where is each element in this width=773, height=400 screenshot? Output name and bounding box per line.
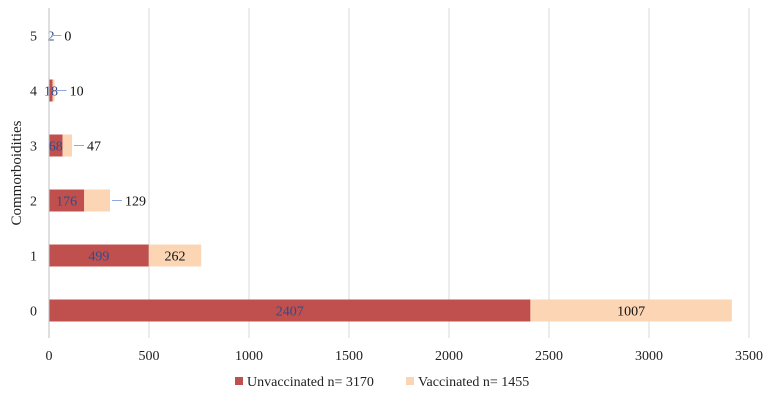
legend-label-unvaccinated: Unvaccinated n= 3170 bbox=[247, 375, 374, 390]
vaccinated-bar bbox=[52, 79, 55, 102]
vaccinated-value-label: 129 bbox=[125, 195, 146, 210]
vaccinated-value-label: 0 bbox=[64, 30, 71, 45]
vaccinated-value-label: 47 bbox=[87, 140, 101, 155]
unvaccinated-value-label: 2407 bbox=[276, 305, 304, 320]
x-tick-label: 1000 bbox=[235, 349, 263, 364]
x-tick-label: 2500 bbox=[535, 349, 563, 364]
grid-lines bbox=[148, 8, 750, 338]
vaccinated-bar bbox=[62, 134, 72, 157]
vaccinated-bar bbox=[84, 189, 110, 212]
unvaccinated-value-label: 2 bbox=[48, 30, 55, 45]
y-tick-label: 1 bbox=[30, 250, 37, 265]
y-tick-label: 3 bbox=[30, 140, 37, 155]
unvaccinated-value-label: 68 bbox=[49, 140, 63, 155]
unvaccinated-value-label: 176 bbox=[56, 195, 77, 210]
data-labels: 2407 1007 499 262 176 129 68 47 18 10 2 0 bbox=[44, 30, 645, 320]
legend-label-vaccinated: Vaccinated n= 1455 bbox=[418, 375, 529, 390]
x-tick-label: 500 bbox=[139, 349, 160, 364]
y-tick-label: 2 bbox=[30, 195, 37, 210]
unvaccinated-bar bbox=[49, 134, 63, 157]
vaccinated-value-label: 10 bbox=[70, 85, 84, 100]
y-tick-label: 4 bbox=[30, 85, 37, 100]
vaccinated-bar bbox=[530, 299, 732, 322]
y-axis-title: Commorboidities bbox=[9, 120, 25, 225]
unvaccinated-value-label: 499 bbox=[88, 250, 109, 265]
legend: Unvaccinated n= 3170 Vaccinated n= 1455 bbox=[235, 375, 529, 390]
legend-swatch-unvaccinated bbox=[235, 377, 243, 385]
unvaccinated-bar bbox=[49, 244, 149, 267]
unvaccinated-bar bbox=[49, 79, 53, 102]
x-tick-label: 3000 bbox=[635, 349, 663, 364]
unvaccinated-bar bbox=[49, 299, 531, 322]
unvaccinated-bar bbox=[49, 189, 85, 212]
legend-swatch-vaccinated bbox=[406, 377, 414, 385]
x-tick-label: 2000 bbox=[435, 349, 463, 364]
y-tick-label: 5 bbox=[30, 30, 37, 45]
y-tick-label: 0 bbox=[30, 305, 37, 320]
unvaccinated-value-label: 18 bbox=[44, 85, 58, 100]
x-tick-label: 1500 bbox=[335, 349, 363, 364]
x-tick-label: 0 bbox=[46, 349, 53, 364]
bars bbox=[49, 24, 732, 322]
vaccinated-value-label: 262 bbox=[165, 250, 186, 265]
x-tick-label: 3500 bbox=[735, 349, 763, 364]
axes: Commorboidities 0 500 1000 1500 2000 2500 3000… bbox=[9, 8, 763, 364]
vaccinated-value-label: 1007 bbox=[617, 305, 645, 320]
vaccinated-bar bbox=[148, 244, 202, 267]
